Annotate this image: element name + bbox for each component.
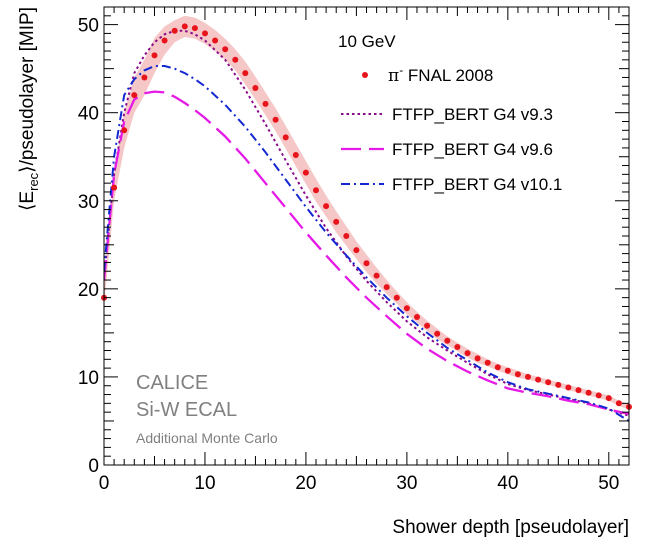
data-point [232, 56, 239, 63]
legend-label-data-rest: FNAL 2008 [403, 66, 493, 85]
mc-series-lines [104, 29, 629, 422]
data-point [343, 233, 350, 239]
data-point [575, 387, 582, 394]
legend-marker-data [362, 72, 368, 78]
data-point [131, 92, 138, 99]
data-point [171, 27, 178, 34]
data-point [444, 337, 451, 344]
data-point [424, 322, 431, 329]
series-line-v96 [104, 90, 629, 416]
data-point [545, 379, 552, 386]
x-tick-label: 0 [99, 473, 110, 494]
data-point [414, 314, 420, 320]
data-point [282, 134, 289, 141]
data-point [141, 74, 148, 81]
data-point [555, 381, 562, 388]
y-tick-label: 0 [88, 456, 99, 477]
legend: 10 GeV π- FNAL 2008 FTFP_BERT G4 v9.3 FT… [338, 32, 562, 194]
data-point [393, 294, 400, 301]
x-tick-label: 10 [194, 473, 215, 494]
watermark-si-w-ecal: Si-W ECAL [136, 399, 237, 421]
watermark-calice: CALICE [136, 372, 208, 394]
x-tick-label: 30 [396, 473, 417, 494]
data-point [333, 218, 340, 225]
data-point [464, 350, 471, 357]
data-point [252, 85, 259, 91]
y-tick-label: 40 [78, 104, 99, 125]
data-point [323, 203, 330, 210]
y-tick-label: 20 [78, 280, 99, 301]
watermark-additional-mc: Additional Monte Carlo [136, 430, 278, 446]
legend-label-data: π- FNAL 2008 [388, 63, 493, 86]
x-tick-label: 40 [497, 473, 518, 494]
data-point [514, 371, 521, 378]
data-point [504, 367, 511, 374]
data-point [202, 30, 208, 37]
legend-header: 10 GeV [338, 32, 396, 51]
data-point [353, 247, 360, 254]
data-point [565, 384, 572, 391]
data-point [272, 116, 279, 123]
data-point [292, 152, 299, 158]
series-line-v93 [104, 29, 629, 417]
data-point [302, 169, 309, 176]
data-point [222, 46, 229, 53]
data-point [403, 305, 410, 312]
data-point [525, 373, 531, 380]
data-point [585, 389, 592, 396]
y-axis-title-close: ⟩/pseudolayer [MIP] [17, 7, 38, 173]
data-point [151, 52, 158, 59]
data-point [111, 184, 118, 191]
data-point [595, 392, 602, 399]
data-point [494, 364, 501, 371]
data-point [313, 187, 319, 194]
data-point [484, 359, 491, 366]
data-point [242, 70, 249, 77]
legend-label-data-sup: - [399, 63, 403, 77]
series-line-v101 [104, 65, 629, 422]
data-point [212, 37, 219, 44]
data-point [181, 23, 188, 30]
y-axis-title-sub: rec [26, 172, 41, 191]
data-point [605, 395, 612, 402]
y-tick-label: 10 [78, 368, 99, 389]
data-point [121, 127, 128, 134]
data-points [101, 23, 632, 410]
legend-label-v101: FTFP_BERT G4 v10.1 [392, 175, 562, 194]
data-point [535, 376, 542, 383]
y-tick-label: 30 [78, 192, 99, 213]
data-point [191, 25, 198, 32]
y-axis-ticks: 0 10 20 30 40 50 [78, 6, 629, 477]
legend-label-v96: FTFP_BERT G4 v9.6 [392, 140, 553, 159]
x-tick-label: 20 [295, 473, 316, 494]
data-point [383, 284, 390, 291]
x-tick-label: 50 [598, 473, 619, 494]
y-axis-title: ⟨Erec⟩/pseudolayer [MIP] [17, 7, 41, 211]
data-point [474, 355, 481, 362]
legend-label-v93: FTFP_BERT G4 v9.3 [392, 105, 553, 124]
y-axis-title-open: ⟨E [17, 191, 38, 211]
data-point [262, 100, 269, 107]
data-point [373, 272, 380, 279]
x-axis-title: Shower depth [pseudolayer] [392, 517, 629, 538]
y-tick-label: 50 [78, 16, 99, 37]
data-point [434, 330, 441, 337]
x-axis-ticks: 0 10 20 30 40 50 [99, 7, 630, 494]
data-point [161, 37, 168, 44]
data-point [363, 260, 370, 267]
legend-label-data-pi: π [388, 66, 399, 86]
calice-watermark: CALICE Si-W ECAL Additional Monte Carlo [136, 372, 278, 446]
data-point [615, 400, 622, 407]
data-point [454, 344, 461, 350]
